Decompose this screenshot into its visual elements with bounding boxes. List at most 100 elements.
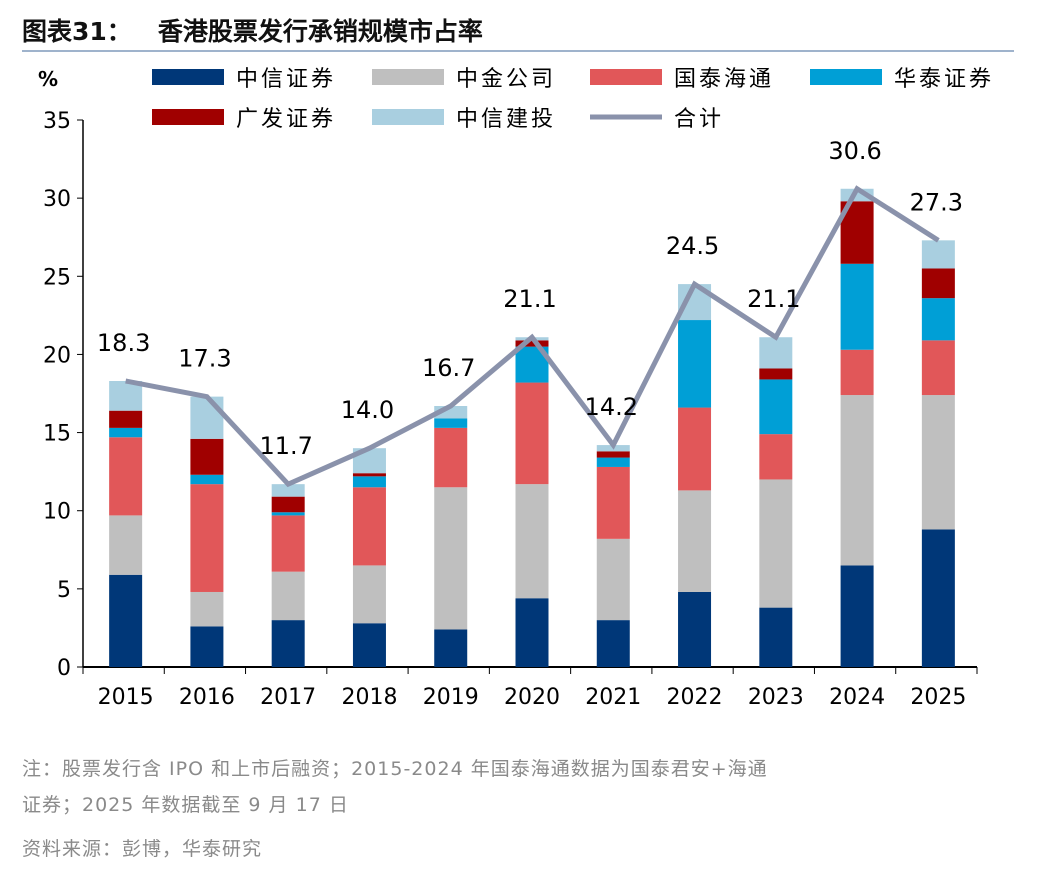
y-tick-label: 35	[43, 109, 71, 134]
x-tick-label: 2022	[667, 685, 723, 710]
bar-segment	[109, 574, 143, 667]
bar-segment	[840, 263, 874, 350]
footnote-line-2: 证券；2025 年数据截至 9 月 17 日	[22, 794, 349, 816]
title-divider	[22, 50, 1014, 52]
bar-segment	[190, 396, 224, 439]
bar-segment	[109, 515, 143, 575]
x-tick-label: 2021	[585, 685, 641, 710]
bar-segment	[515, 598, 549, 667]
bar-segment	[759, 479, 793, 608]
bar-segment	[921, 395, 955, 530]
x-tick-label: 2020	[504, 685, 560, 710]
legend-swatch	[152, 69, 224, 85]
total-line	[125, 185, 940, 488]
chart-title: 图表31： 香港股票发行承销规模市占率	[22, 17, 483, 46]
data-label: 21.1	[747, 285, 800, 313]
bar-segment	[352, 476, 386, 488]
bar-segment	[352, 487, 386, 566]
bar-segment	[352, 473, 386, 477]
y-tick-label: 30	[43, 187, 71, 212]
x-tick-label: 2019	[423, 685, 479, 710]
bar-segment	[271, 496, 305, 513]
bar-segment	[840, 565, 874, 667]
bar-segment	[190, 626, 224, 667]
bar-segment	[434, 629, 468, 667]
bar-segment	[434, 418, 468, 428]
bar-segment	[678, 591, 712, 667]
bar-segment	[515, 484, 549, 599]
data-label: 16.7	[422, 354, 475, 382]
data-label: 24.5	[666, 232, 719, 260]
bar-segment	[271, 620, 305, 667]
y-tick-label: 20	[43, 343, 71, 368]
bar-segment	[271, 515, 305, 572]
y-tick-label: 15	[43, 422, 71, 447]
bar-segment	[596, 620, 630, 667]
bar-segment	[271, 571, 305, 621]
bar-segment	[921, 268, 955, 299]
bar-segment	[678, 320, 712, 408]
y-tick-label: 0	[57, 656, 71, 681]
bar-segment	[678, 490, 712, 592]
legend-label: 中金公司	[456, 67, 556, 92]
x-tick-label: 2015	[98, 685, 154, 710]
bar-segment	[434, 427, 468, 488]
bar-segment	[190, 474, 224, 485]
data-label: 27.3	[910, 188, 963, 216]
bar-segment	[190, 438, 224, 475]
bar-segment	[759, 607, 793, 667]
legend-label: 中信证券	[236, 67, 336, 92]
bar-segment	[759, 379, 793, 435]
data-label: 11.7	[259, 432, 312, 460]
bar-segment	[515, 340, 549, 347]
bar-segment	[271, 512, 305, 516]
bar-segment	[109, 427, 143, 438]
bar-segment	[759, 337, 793, 369]
data-label: 14.0	[341, 396, 394, 424]
data-label: 17.3	[178, 345, 231, 373]
bar-segment	[596, 451, 630, 458]
bar-segment	[596, 466, 630, 539]
y-tick-label: 25	[43, 265, 71, 290]
bar-segment	[921, 298, 955, 341]
legend-swatch	[372, 69, 444, 85]
data-label: 18.3	[97, 329, 150, 357]
bar-segment	[352, 565, 386, 624]
footnote-line-1: 注：股票发行含 IPO 和上市后融资；2015-2024 年国泰海通数据为国泰君…	[22, 758, 768, 780]
legend-label: 华泰证券	[894, 67, 994, 92]
bar-segment	[840, 395, 874, 566]
bar-segment	[596, 538, 630, 621]
y-tick-label: 5	[57, 578, 71, 603]
bar-segment	[190, 484, 224, 592]
x-tick-label: 2018	[341, 685, 397, 710]
legend-swatch	[810, 69, 882, 85]
x-tick-label: 2024	[829, 685, 885, 710]
bar-segment	[352, 623, 386, 667]
legend-swatch	[152, 109, 224, 125]
bar-segment	[840, 349, 874, 396]
y-tick-label: 10	[43, 500, 71, 525]
legend-swatch	[372, 109, 444, 125]
y-axis-unit: %	[38, 67, 58, 91]
data-label: 14.2	[585, 393, 638, 421]
bar-segment	[271, 484, 305, 497]
legend-label: 广发证券	[236, 107, 336, 132]
bar-segment	[921, 529, 955, 667]
bar-segment	[109, 437, 143, 516]
x-tick-label: 2017	[260, 685, 316, 710]
bar-segment	[921, 340, 955, 396]
x-tick-label: 2023	[748, 685, 804, 710]
bar-segment	[109, 380, 143, 411]
bar-segment	[515, 382, 549, 485]
bar-segment	[759, 434, 793, 480]
bar-segment	[921, 240, 955, 269]
bar-segment	[190, 591, 224, 627]
legend-swatch	[590, 69, 662, 85]
x-tick-label: 2016	[179, 685, 235, 710]
bar-segment	[596, 457, 630, 467]
x-tick-label: 2025	[910, 685, 966, 710]
bar-segment	[678, 407, 712, 491]
data-label: 21.1	[503, 285, 556, 313]
legend-label: 合计	[674, 107, 724, 132]
